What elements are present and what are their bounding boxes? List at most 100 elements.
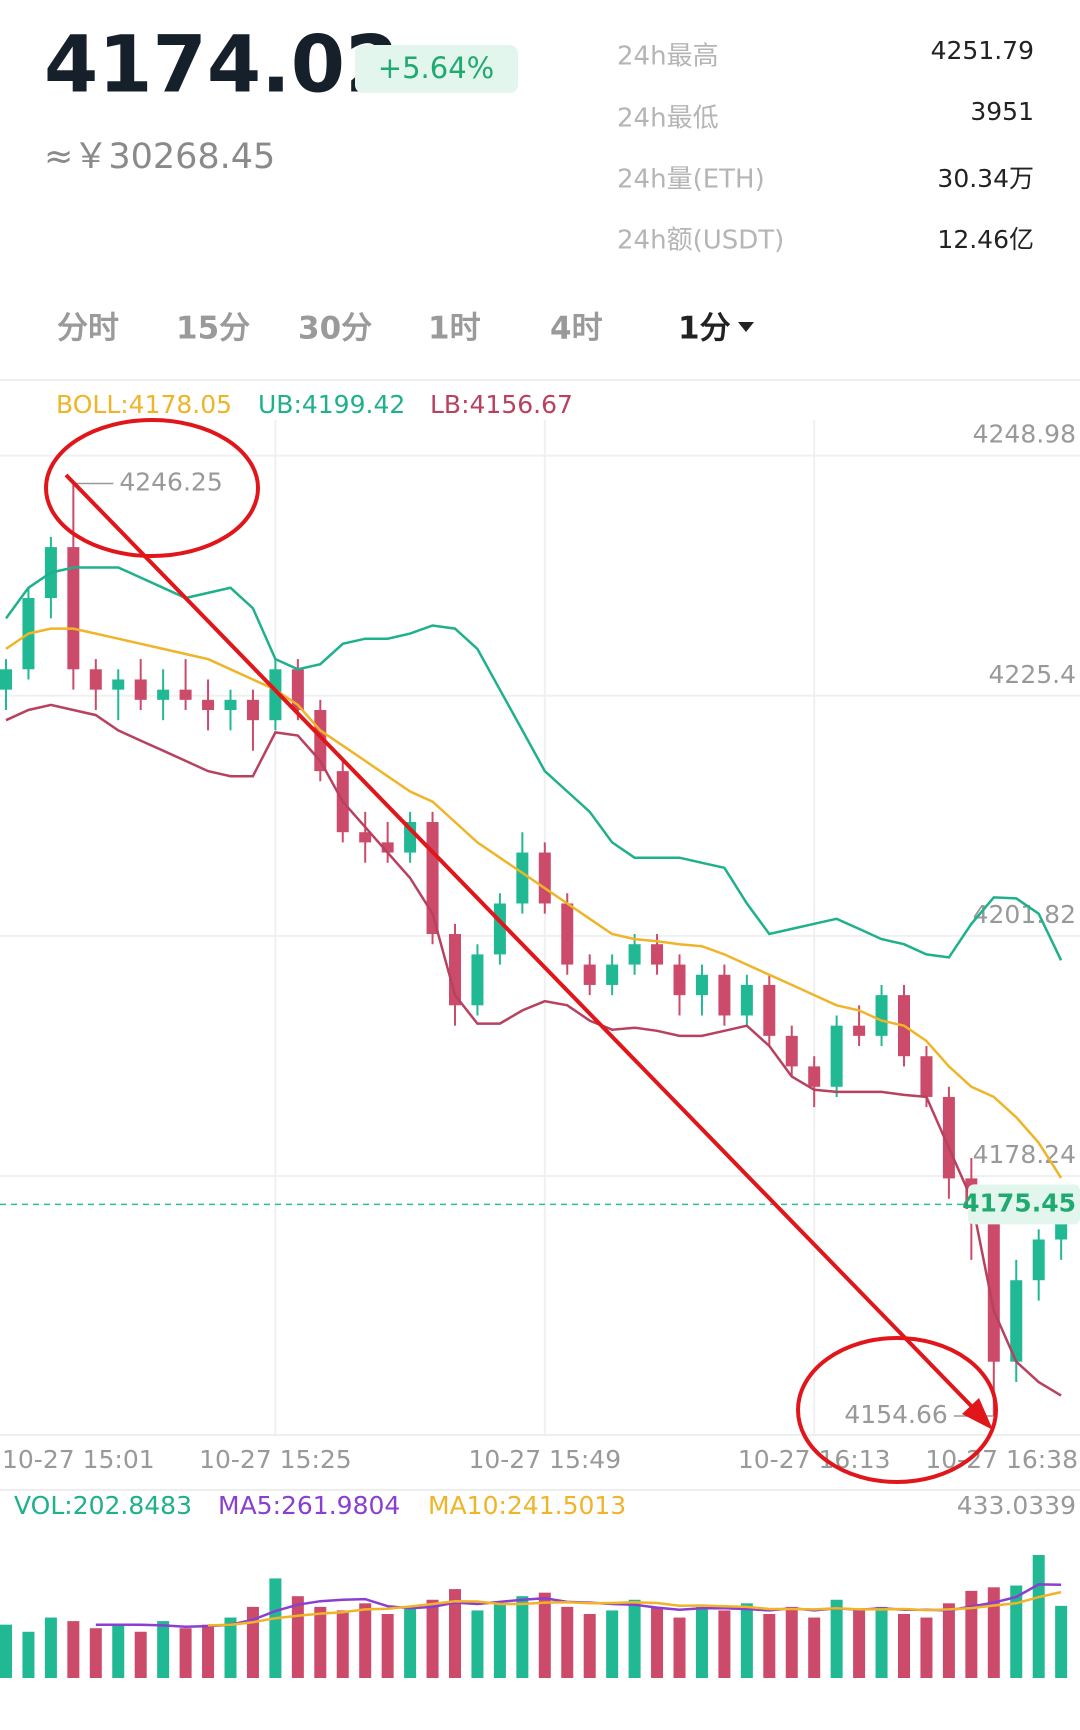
candle-body [853,1025,866,1036]
candle-body [246,699,259,721]
volume-bar [224,1617,237,1678]
legend: BOLL:4178.05 [56,390,232,419]
candle-body [179,689,192,700]
candle-body [583,964,596,985]
volume-bar [0,1624,12,1678]
volume-bar [583,1613,596,1678]
volume-bar [651,1606,664,1678]
stat-value: 3951 [970,97,1034,126]
legend: UB:4199.42 [258,390,405,419]
volume-bar [898,1613,910,1678]
tab[interactable]: 分时 [57,311,119,347]
volume-bar [246,1606,259,1678]
volume-bar [112,1624,125,1678]
volume-bar [89,1628,102,1678]
x-tick-label: 10-27 15:01 [2,1445,155,1474]
last-price: 4174.02 [44,20,399,110]
volume-bar [942,1603,955,1678]
band-line [5,627,1063,1179]
volume-bar [471,1610,484,1678]
tab[interactable]: 1时 [428,311,481,347]
candle-body [224,699,237,711]
volume-bar [673,1617,686,1678]
stat-value: 4251.79 [931,36,1034,65]
volume-bar [381,1613,394,1678]
volume-bar [875,1606,888,1678]
candle-body [740,984,753,1016]
last-price-badge [968,1184,1080,1225]
ma-line [207,1590,1062,1627]
candle-body [1032,1239,1045,1281]
circle [796,1336,998,1484]
candle-body [695,974,708,996]
candle-body [808,1066,821,1087]
candle-body [471,954,484,1006]
min-label: 4154.66 [844,1400,947,1429]
stat-label: 24h额(USDT) [617,226,784,256]
x-tick-label: 10-27 15:49 [468,1445,621,1474]
change-badge [355,45,518,93]
vol-legend: MA10:241.5013 [428,1491,626,1520]
candle-body [89,669,102,690]
volume-bar [179,1628,192,1678]
stat-value: 12.46亿 [937,225,1034,254]
vol-legend: VOL:202.8483 [14,1491,192,1520]
volume-bar [22,1631,35,1678]
candle-body [67,547,80,670]
tab[interactable]: 4时 [550,311,603,347]
volume-bar [269,1578,282,1678]
y-tick-label: 4225.4 [989,660,1076,689]
volume-bar [830,1599,843,1678]
vol-axis-label: 433.0339 [957,1491,1076,1520]
candle-body [112,679,125,690]
stat-label: 24h量(ETH) [617,165,765,195]
candle-body [538,852,551,904]
dropdown-arrow[interactable] [738,322,754,332]
candle-body [673,964,686,996]
y-tick-label: 4178.24 [973,1140,1076,1169]
x-tick-label: 10-27 15:25 [199,1445,352,1474]
volume-bar [1010,1585,1023,1678]
candle-body [628,944,641,965]
volume-bar [763,1613,776,1678]
candle-body [291,669,304,711]
volume-bar [134,1631,147,1678]
candle-body [269,669,282,721]
band-line [5,703,1062,1397]
candle-body [785,1035,798,1067]
candle-body [359,832,372,843]
tab[interactable]: 30分 [298,311,372,347]
volume-bar [808,1617,821,1678]
candle-body [157,689,170,700]
volume-bar [314,1606,327,1678]
volume-bar [965,1590,978,1678]
arrow [64,473,982,1417]
tab-active[interactable]: 1分 [678,311,731,347]
volume-bar [336,1610,349,1678]
volume-bar [426,1599,439,1678]
stat-label: 24h最高 [617,42,719,72]
candle-body [516,852,529,904]
circle [44,418,260,558]
volume-bar [359,1603,372,1678]
y-tick-label: 4248.98 [973,420,1076,449]
candle-body [381,842,394,853]
candle-body [561,903,574,965]
candle-body [0,669,12,690]
candle-body [493,903,506,955]
volume-bar [785,1606,798,1678]
candle-body [830,1025,843,1087]
last-price-label: 4175.45 [962,1188,1076,1217]
volume-bar [157,1621,170,1678]
volume-bar [561,1606,574,1678]
candle-body [875,995,888,1036]
volume-bar [538,1592,551,1678]
stat-label: 24h最低 [617,104,719,134]
candle-body [606,964,619,985]
volume-bar [1055,1605,1068,1678]
volume-bar [44,1617,57,1678]
tab[interactable]: 15分 [176,311,250,347]
volume-bar [493,1603,506,1678]
change: +5.64% [378,51,494,85]
